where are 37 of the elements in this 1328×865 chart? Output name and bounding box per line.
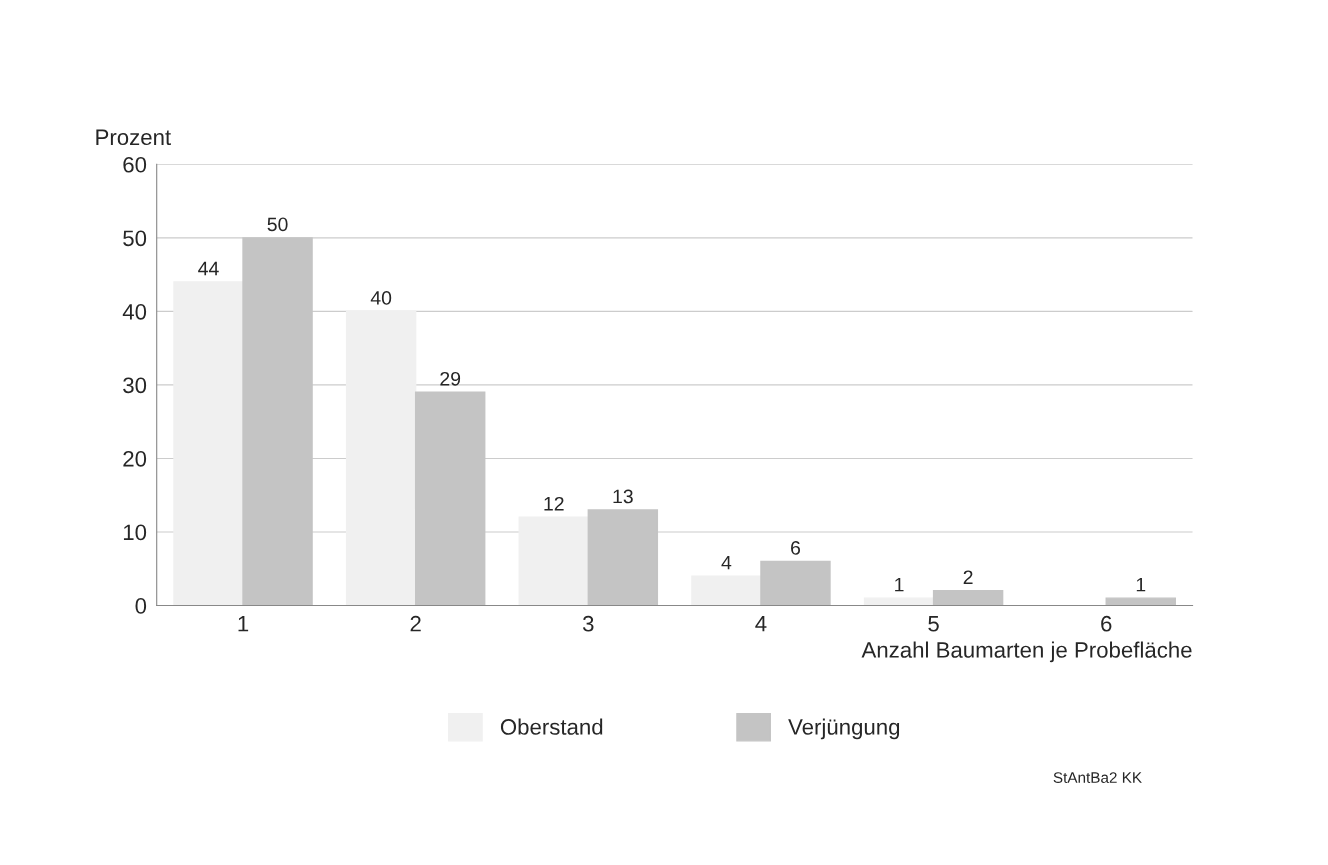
data-label: 12: [544, 496, 564, 511]
data-label: 4: [721, 555, 732, 570]
data-label: 29: [440, 371, 461, 386]
bar: [518, 516, 589, 606]
bar: [345, 310, 417, 606]
x-tick-label: 2: [410, 615, 421, 632]
bar: [932, 590, 1004, 606]
data-label: 13: [613, 489, 633, 504]
data-label: 40: [370, 291, 392, 305]
x-tick-label: 5: [928, 616, 939, 632]
data-label: 2: [963, 570, 973, 584]
legend-label: Oberstand: [500, 718, 603, 735]
y-tick-label: 30: [123, 377, 147, 394]
data-label: 44: [198, 261, 219, 276]
x-tick-label: 4: [755, 616, 767, 632]
bar: [1105, 597, 1176, 606]
y-tick-label: 0: [135, 598, 147, 614]
bar: [691, 575, 762, 606]
data-label: 1: [1136, 577, 1146, 592]
y-axis-title: Prozent: [96, 129, 171, 146]
x-tick-label: 1: [238, 616, 249, 632]
x-tick-label: 3: [582, 615, 594, 632]
data-label: 1: [895, 577, 904, 592]
text: StAntBa2 KK: [1053, 772, 1142, 783]
y-tick-label: 20: [123, 450, 147, 467]
y-tick-label: 60: [123, 156, 147, 173]
y-tick-label: 40: [122, 303, 147, 320]
data-label: 50: [267, 217, 288, 232]
x-tick-label: 6: [1101, 615, 1112, 632]
bar: [863, 597, 935, 606]
bar: [760, 560, 831, 606]
legend-label: Verjüngung: [788, 718, 900, 740]
data-label: 6: [791, 540, 801, 555]
bar: [173, 281, 244, 606]
y-tick-label: 50: [123, 230, 147, 247]
x-axis-title: Anzahl Baumarten je Probefläche: [861, 641, 1192, 663]
y-tick-label: 10: [123, 524, 147, 541]
